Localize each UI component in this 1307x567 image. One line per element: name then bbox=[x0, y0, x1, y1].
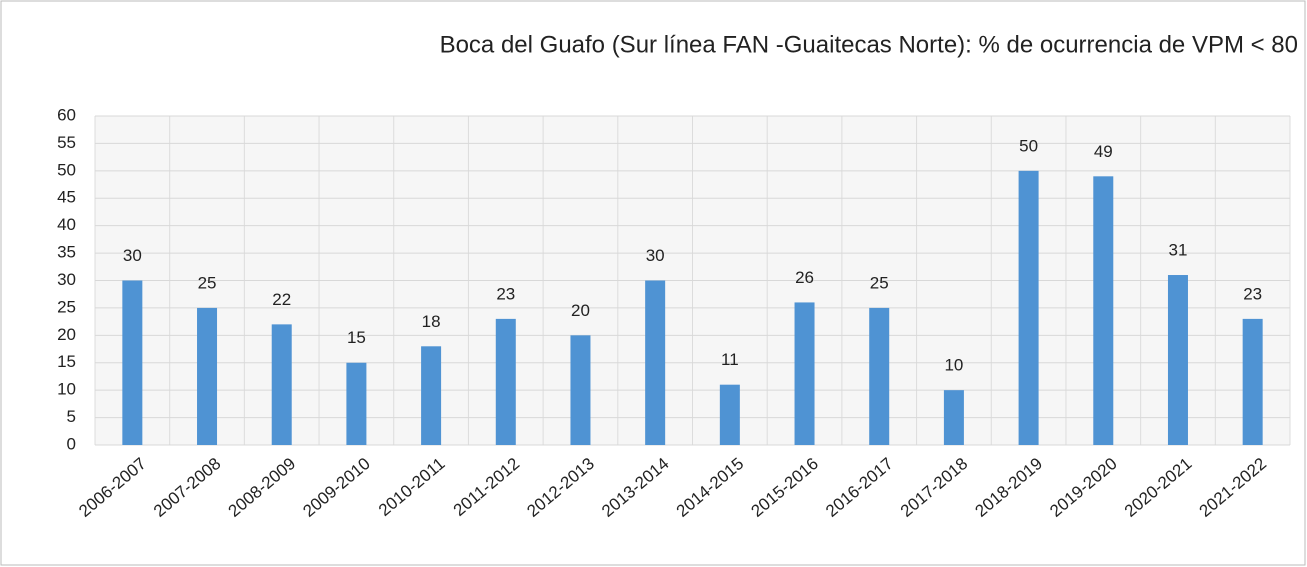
data-label: 25 bbox=[870, 273, 889, 292]
y-tick-label: 35 bbox=[57, 243, 76, 262]
y-tick-label: 20 bbox=[57, 325, 76, 344]
bar bbox=[943, 390, 964, 445]
y-tick-label: 0 bbox=[67, 434, 76, 453]
data-label: 30 bbox=[123, 246, 142, 265]
data-label: 50 bbox=[1019, 136, 1038, 155]
data-label: 26 bbox=[795, 268, 814, 287]
bar bbox=[1167, 275, 1188, 445]
data-label: 18 bbox=[422, 312, 441, 331]
bar bbox=[1242, 318, 1263, 445]
bar bbox=[869, 307, 890, 445]
bar bbox=[346, 362, 367, 445]
data-label: 25 bbox=[198, 273, 217, 292]
chart-title: Boca del Guafo (Sur línea FAN -Guaitecas… bbox=[440, 31, 1298, 58]
bar bbox=[1018, 170, 1039, 446]
y-tick-label: 30 bbox=[57, 270, 76, 289]
data-label: 49 bbox=[1094, 142, 1113, 161]
data-label: 10 bbox=[944, 356, 963, 375]
bar bbox=[271, 324, 292, 445]
bar bbox=[421, 346, 442, 445]
data-label: 23 bbox=[1243, 284, 1262, 303]
y-tick-label: 50 bbox=[57, 160, 76, 179]
bar bbox=[122, 280, 143, 445]
data-label: 11 bbox=[721, 350, 739, 369]
bar bbox=[570, 335, 591, 445]
bar bbox=[1093, 176, 1114, 446]
bar bbox=[645, 280, 666, 445]
data-label: 31 bbox=[1169, 241, 1188, 260]
y-tick-label: 5 bbox=[67, 407, 76, 426]
bar bbox=[719, 384, 740, 445]
bar bbox=[794, 302, 815, 445]
bar bbox=[495, 318, 516, 445]
data-label: 30 bbox=[646, 246, 665, 265]
y-tick-label: 25 bbox=[57, 297, 76, 316]
data-label: 15 bbox=[347, 328, 366, 347]
y-tick-label: 55 bbox=[57, 133, 76, 152]
data-label: 22 bbox=[272, 290, 291, 309]
y-tick-label: 45 bbox=[57, 188, 76, 207]
y-tick-label: 15 bbox=[57, 352, 76, 371]
y-tick-label: 10 bbox=[57, 380, 76, 399]
data-label: 20 bbox=[571, 301, 590, 320]
data-label: 23 bbox=[496, 284, 515, 303]
y-tick-label: 60 bbox=[57, 105, 76, 124]
bar bbox=[197, 307, 218, 445]
y-tick-label: 40 bbox=[57, 215, 76, 234]
